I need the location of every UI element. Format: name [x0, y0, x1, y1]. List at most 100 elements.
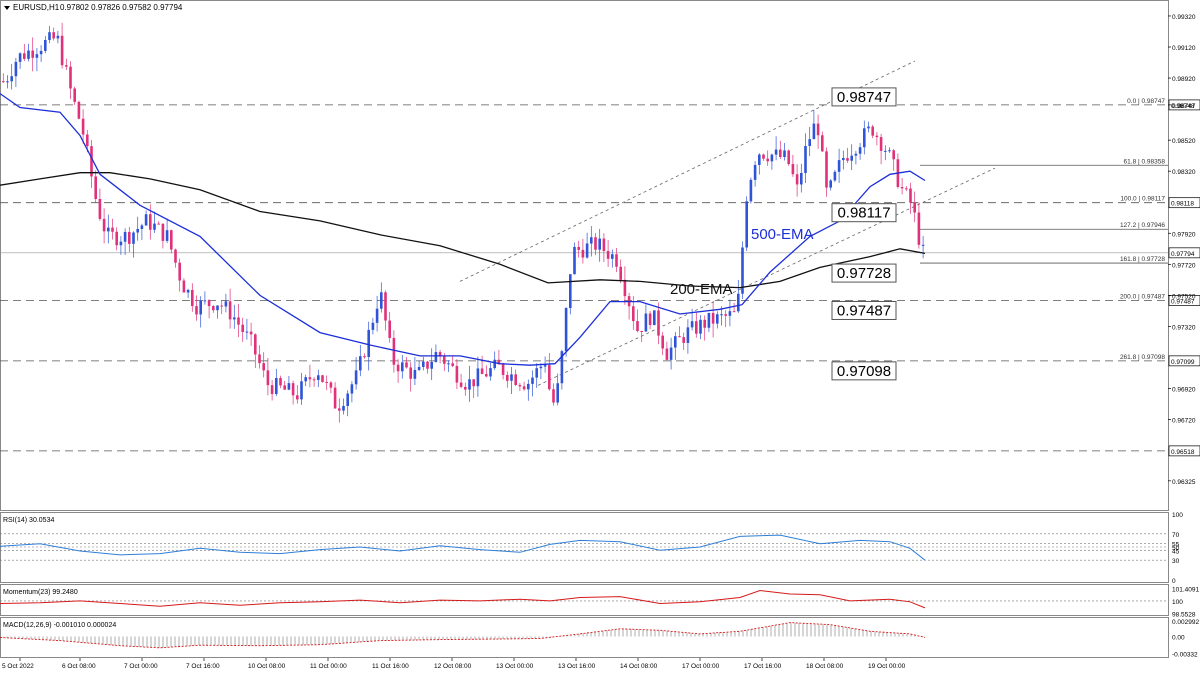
candle-body — [430, 361, 433, 369]
candle-body — [535, 368, 538, 378]
candle-body — [703, 319, 706, 328]
price-axis-tag — [1168, 197, 1200, 209]
price-tick-label: 0.98320 — [1172, 169, 1196, 176]
candle-body — [401, 362, 404, 372]
time-tick-label: 7 Oct 16:00 — [186, 663, 220, 670]
candle-body — [266, 370, 270, 386]
candle-body — [837, 160, 841, 172]
candle-body — [770, 154, 774, 162]
candle-body — [102, 218, 106, 232]
candle-body — [392, 337, 396, 365]
symbol-name: EURUSD,H1 — [13, 3, 60, 12]
fib-level-label: 161.8 | 0.97728 — [1120, 256, 1165, 263]
candle-body — [766, 158, 769, 162]
candle-body — [753, 164, 757, 180]
candle-body — [669, 347, 673, 360]
candle-body — [396, 364, 400, 372]
candle-body — [283, 385, 286, 390]
candle-body — [842, 158, 845, 161]
candle-body — [510, 374, 513, 381]
candle-body — [245, 331, 249, 333]
level-price-box — [831, 361, 897, 381]
price-tick-label: 0.97720 — [1172, 262, 1196, 269]
candle-body — [732, 311, 736, 313]
time-tick-label: 6 Oct 08:00 — [62, 663, 96, 670]
candle-body — [86, 134, 89, 147]
candle-body — [812, 123, 816, 140]
time-tick-label: 13 Oct 00:00 — [496, 663, 534, 670]
candle-body — [94, 176, 97, 200]
candle-body — [128, 231, 131, 244]
candle-body — [560, 351, 564, 384]
rsi-tick-label: 30 — [1172, 558, 1180, 565]
candle-body — [913, 202, 916, 213]
candle-body — [623, 279, 627, 297]
candle-body — [569, 274, 572, 308]
candle-body — [262, 363, 265, 371]
candle-body — [472, 379, 475, 387]
candle-body — [123, 231, 127, 242]
candle-body — [291, 383, 295, 396]
price-tick-label: 0.98920 — [1172, 76, 1196, 83]
price-tick-label: 0.99120 — [1172, 45, 1196, 52]
fib-level-label: 0.0 | 0.98747 — [1127, 98, 1165, 105]
candle-body — [2, 81, 5, 83]
candle-body — [304, 377, 307, 382]
rsi-panel-frame — [0, 512, 1169, 583]
candle-body — [195, 306, 198, 315]
time-tick-label: 11 Oct 16:00 — [372, 663, 409, 670]
candle-body — [136, 228, 139, 233]
candle-body — [111, 227, 114, 232]
candle-body — [749, 179, 753, 202]
candle-body — [228, 301, 232, 320]
candle-body — [594, 237, 597, 250]
candle-body — [212, 306, 215, 311]
candle-body — [321, 375, 324, 382]
candle-body — [522, 386, 526, 390]
candle-body — [716, 314, 719, 324]
price-axis-tag — [1168, 295, 1200, 306]
candle-body — [745, 201, 748, 248]
candle-body — [909, 188, 912, 203]
candle-body — [644, 313, 648, 332]
candle-body — [279, 378, 282, 386]
momentum-tick-label: 101.4091 — [1172, 587, 1199, 594]
triangle-down-icon[interactable] — [4, 6, 10, 10]
rsi-tick-label: 0 — [1172, 578, 1176, 585]
candle-body — [178, 262, 181, 281]
candle-body — [170, 230, 173, 250]
candle-body — [728, 311, 732, 316]
candle-body — [825, 151, 828, 188]
candle-body — [774, 149, 778, 155]
candle-body — [686, 327, 690, 343]
candle-body — [119, 241, 123, 246]
level-price-box — [831, 87, 897, 107]
candle-body — [233, 317, 236, 320]
rsi-tick-label: 70 — [1172, 532, 1180, 539]
fib-level-label: 100.0 | 0.98117 — [1120, 196, 1165, 203]
candle-body — [531, 377, 534, 384]
symbol-header[interactable]: EURUSD,H1 0.97802 0.97826 0.97582 0.9779… — [4, 3, 183, 12]
candle-body — [275, 378, 278, 394]
candle-body — [426, 361, 429, 369]
momentum-tick-label: 100 — [1172, 599, 1183, 606]
candle-body — [14, 61, 18, 77]
level-price-box — [831, 300, 897, 320]
candle-body — [879, 137, 883, 151]
level-price-box — [831, 263, 897, 283]
candle-body — [308, 377, 312, 380]
momentum-line — [0, 589, 926, 609]
price-tick-label: 0.98520 — [1172, 138, 1196, 145]
candle-body — [443, 356, 446, 364]
candle-body — [52, 32, 55, 39]
fib-level-label: 200.0 | 0.97487 — [1120, 293, 1165, 300]
rsi-title: RSI(14) 30.0534 — [3, 517, 54, 524]
price-axis-tag-text: 0.97487 — [1171, 298, 1195, 305]
candle-body — [149, 214, 152, 230]
candle-body — [325, 381, 328, 383]
candle-body — [606, 251, 610, 259]
candle-body — [207, 300, 211, 307]
